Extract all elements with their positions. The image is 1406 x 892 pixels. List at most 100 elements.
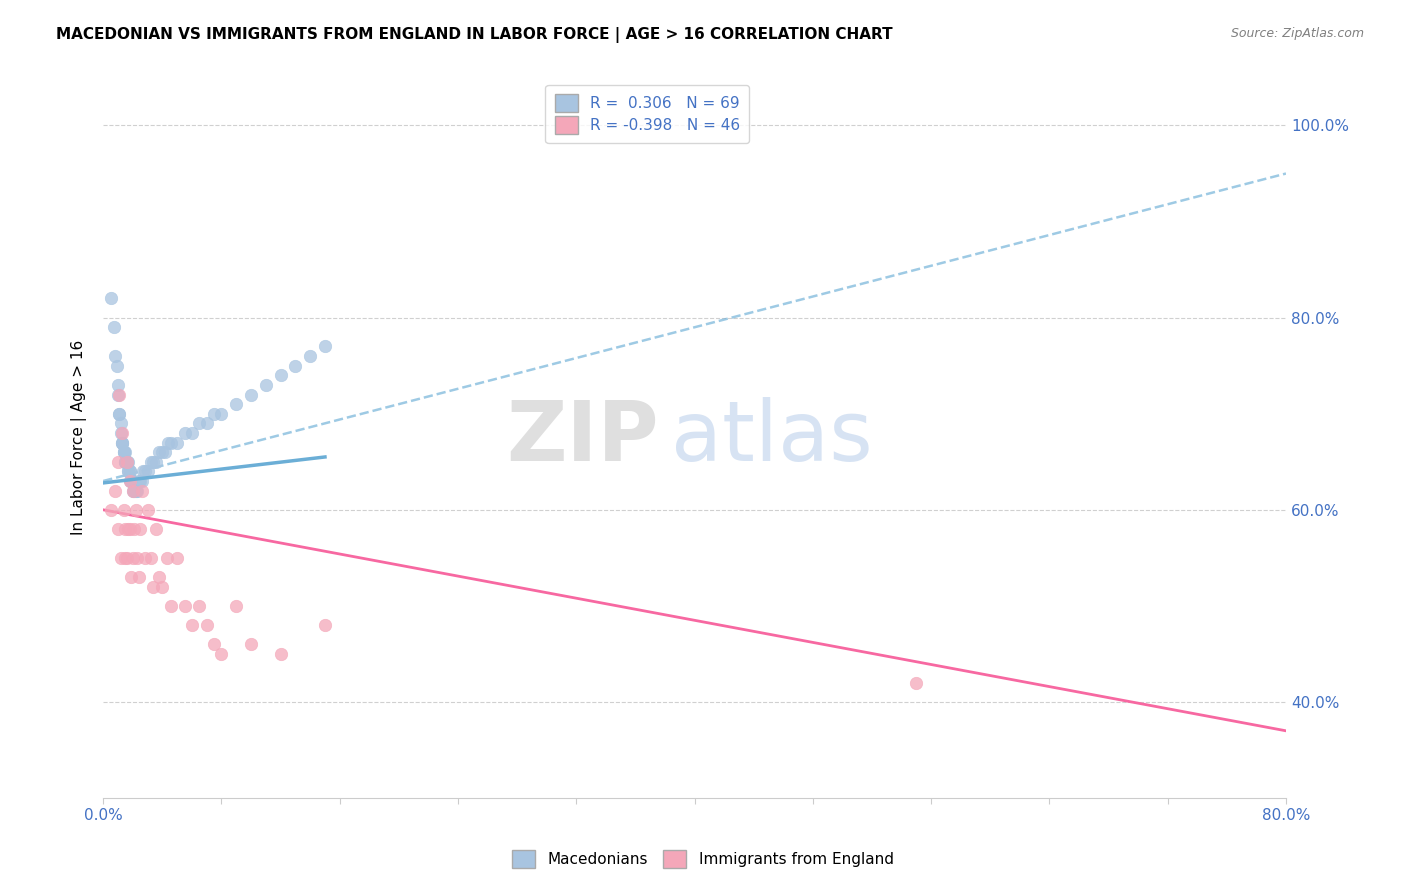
- Point: [905, 675, 928, 690]
- Point: [118, 474, 141, 488]
- Point: [111, 425, 134, 440]
- Point: [118, 474, 141, 488]
- Point: [114, 522, 136, 536]
- Point: [117, 464, 139, 478]
- Point: [136, 464, 159, 478]
- Point: [114, 455, 136, 469]
- Point: [173, 599, 195, 613]
- Point: [160, 435, 183, 450]
- Point: [225, 397, 247, 411]
- Point: [122, 483, 145, 498]
- Point: [134, 464, 156, 478]
- Point: [112, 445, 135, 459]
- Point: [112, 445, 135, 459]
- Point: [104, 483, 127, 498]
- Point: [134, 550, 156, 565]
- Point: [136, 503, 159, 517]
- Point: [112, 503, 135, 517]
- Point: [145, 522, 167, 536]
- Point: [314, 618, 336, 632]
- Point: [121, 474, 143, 488]
- Point: [120, 474, 142, 488]
- Point: [142, 455, 165, 469]
- Point: [314, 339, 336, 353]
- Point: [117, 522, 139, 536]
- Point: [157, 435, 180, 450]
- Point: [114, 455, 136, 469]
- Point: [145, 455, 167, 469]
- Point: [122, 522, 145, 536]
- Point: [211, 647, 233, 661]
- Point: [129, 474, 152, 488]
- Point: [114, 445, 136, 459]
- Point: [121, 483, 143, 498]
- Point: [125, 483, 148, 498]
- Point: [121, 474, 143, 488]
- Point: [121, 483, 143, 498]
- Point: [142, 580, 165, 594]
- Point: [115, 455, 138, 469]
- Point: [270, 368, 292, 383]
- Point: [180, 425, 202, 440]
- Y-axis label: In Labor Force | Age > 16: In Labor Force | Age > 16: [72, 340, 87, 535]
- Point: [284, 359, 307, 373]
- Point: [105, 359, 128, 373]
- Point: [131, 474, 153, 488]
- Point: [122, 483, 145, 498]
- Point: [188, 417, 211, 431]
- Point: [103, 320, 125, 334]
- Point: [114, 550, 136, 565]
- Point: [111, 435, 134, 450]
- Point: [180, 618, 202, 632]
- Point: [111, 435, 134, 450]
- Text: MACEDONIAN VS IMMIGRANTS FROM ENGLAND IN LABOR FORCE | AGE > 16 CORRELATION CHAR: MACEDONIAN VS IMMIGRANTS FROM ENGLAND IN…: [56, 27, 893, 43]
- Point: [225, 599, 247, 613]
- Point: [118, 522, 141, 536]
- Point: [125, 503, 148, 517]
- Point: [132, 464, 155, 478]
- Point: [127, 483, 149, 498]
- Point: [173, 425, 195, 440]
- Point: [299, 349, 322, 363]
- Point: [121, 550, 143, 565]
- Point: [129, 522, 152, 536]
- Legend: R =  0.306   N = 69, R = -0.398   N = 46: R = 0.306 N = 69, R = -0.398 N = 46: [546, 85, 749, 144]
- Point: [107, 387, 129, 401]
- Point: [148, 445, 170, 459]
- Point: [120, 570, 142, 584]
- Point: [115, 455, 138, 469]
- Point: [131, 483, 153, 498]
- Point: [107, 455, 129, 469]
- Point: [110, 417, 132, 431]
- Point: [240, 387, 263, 401]
- Point: [160, 599, 183, 613]
- Point: [117, 464, 139, 478]
- Text: Source: ZipAtlas.com: Source: ZipAtlas.com: [1230, 27, 1364, 40]
- Point: [139, 455, 162, 469]
- Point: [110, 425, 132, 440]
- Point: [100, 503, 122, 517]
- Point: [211, 407, 233, 421]
- Point: [202, 637, 225, 651]
- Point: [120, 474, 142, 488]
- Point: [188, 599, 211, 613]
- Point: [107, 378, 129, 392]
- Point: [115, 455, 138, 469]
- Point: [118, 464, 141, 478]
- Point: [127, 550, 149, 565]
- Point: [117, 455, 139, 469]
- Point: [166, 435, 188, 450]
- Point: [120, 474, 142, 488]
- Point: [195, 618, 218, 632]
- Point: [111, 435, 134, 450]
- Point: [118, 464, 141, 478]
- Point: [107, 522, 129, 536]
- Point: [114, 455, 136, 469]
- Point: [166, 550, 188, 565]
- Point: [195, 417, 218, 431]
- Point: [100, 292, 122, 306]
- Point: [254, 378, 277, 392]
- Point: [1126, 810, 1149, 824]
- Point: [112, 445, 135, 459]
- Point: [155, 445, 177, 459]
